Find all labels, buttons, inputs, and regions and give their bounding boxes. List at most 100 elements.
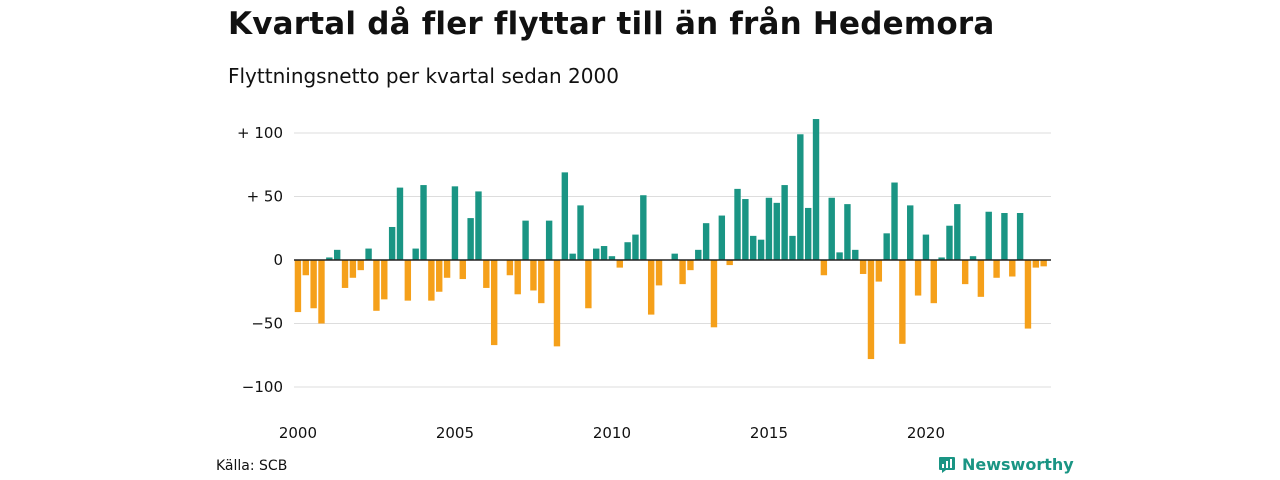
bar <box>475 191 482 260</box>
bar <box>561 172 569 260</box>
brand-name: Newsworthy <box>962 455 1074 474</box>
x-tick-label: 2000 <box>279 424 317 442</box>
bar <box>396 187 404 260</box>
x-tick-label: 2015 <box>750 424 788 442</box>
x-axis-ticks: 2000 2005 2010 2015 2020 <box>279 424 945 442</box>
bar <box>640 195 647 260</box>
bar <box>365 248 372 260</box>
x-tick-label: 2005 <box>436 424 474 442</box>
bar <box>302 260 309 276</box>
bar <box>899 260 906 344</box>
bar <box>545 220 553 260</box>
bar <box>467 218 474 260</box>
bar <box>867 260 875 360</box>
bar <box>616 260 623 268</box>
bar <box>781 185 788 260</box>
bar <box>412 248 419 260</box>
bar <box>977 260 985 297</box>
bar <box>294 260 302 313</box>
bar <box>490 260 498 346</box>
bar <box>938 257 945 260</box>
bar <box>891 182 898 260</box>
bar <box>985 211 992 260</box>
bar <box>797 134 804 260</box>
bar <box>522 220 529 260</box>
bar <box>341 260 349 288</box>
bar <box>859 260 867 274</box>
bar <box>883 233 890 260</box>
chart-title: Kvartal då fler flyttar till än från Hed… <box>228 6 995 42</box>
bar <box>695 249 702 260</box>
bar <box>483 260 490 288</box>
chart-subtitle: Flyttningsnetto per kvartal sedan 2000 <box>228 64 619 88</box>
bar <box>828 197 835 260</box>
bar <box>624 242 631 260</box>
bar <box>961 260 969 285</box>
bar <box>930 260 937 304</box>
bar <box>1040 260 1047 267</box>
y-tick-label: + 100 <box>237 124 283 142</box>
bar <box>310 260 317 309</box>
bar <box>538 260 545 304</box>
bar <box>451 186 459 260</box>
bar <box>922 234 930 260</box>
bar <box>388 226 396 260</box>
bar <box>993 260 1000 278</box>
bar <box>318 260 325 324</box>
bar <box>600 246 608 260</box>
bar <box>593 248 600 260</box>
y-axis-ticks: + 100 + 50 0 −50 −100 <box>237 124 283 396</box>
bar <box>710 260 718 328</box>
bar <box>647 260 655 315</box>
bar <box>702 223 710 260</box>
bar <box>608 256 616 260</box>
bar <box>687 260 694 271</box>
bar <box>506 260 514 276</box>
bar <box>1001 213 1008 260</box>
y-tick-label: 0 <box>273 251 283 269</box>
bar <box>718 215 726 260</box>
bar <box>757 239 765 260</box>
bar <box>514 260 521 295</box>
bar <box>671 253 678 260</box>
bar <box>907 205 914 260</box>
bar <box>404 260 412 301</box>
bar <box>750 235 757 260</box>
brand-logo: Newsworthy <box>938 455 1074 474</box>
bar <box>428 260 435 301</box>
x-tick-label: 2020 <box>907 424 945 442</box>
x-tick-label: 2010 <box>593 424 631 442</box>
bar <box>914 260 922 296</box>
bar <box>852 249 859 260</box>
bar <box>1032 260 1040 268</box>
bar <box>844 204 851 260</box>
bar <box>836 252 843 260</box>
bar <box>349 260 357 278</box>
bar <box>954 204 961 260</box>
bar <box>577 205 584 260</box>
bar <box>655 260 663 286</box>
bar <box>585 260 592 309</box>
bar <box>789 235 796 260</box>
bar <box>726 260 733 266</box>
bar <box>804 207 812 260</box>
bar <box>569 253 576 260</box>
bar <box>946 225 953 260</box>
source-note: Källa: SCB <box>216 458 288 474</box>
bar <box>969 256 977 260</box>
bar <box>459 260 466 280</box>
bar <box>381 260 388 300</box>
newsworthy-logo-icon <box>939 456 955 473</box>
bar <box>326 257 333 260</box>
bar <box>734 188 741 260</box>
bar <box>1016 213 1024 260</box>
bar <box>1009 260 1016 277</box>
bar <box>420 185 427 260</box>
bar <box>373 260 380 311</box>
grid-lines <box>294 132 1051 388</box>
bar <box>742 199 749 260</box>
bar <box>436 260 443 292</box>
bar <box>1024 260 1032 329</box>
bar <box>530 260 537 291</box>
